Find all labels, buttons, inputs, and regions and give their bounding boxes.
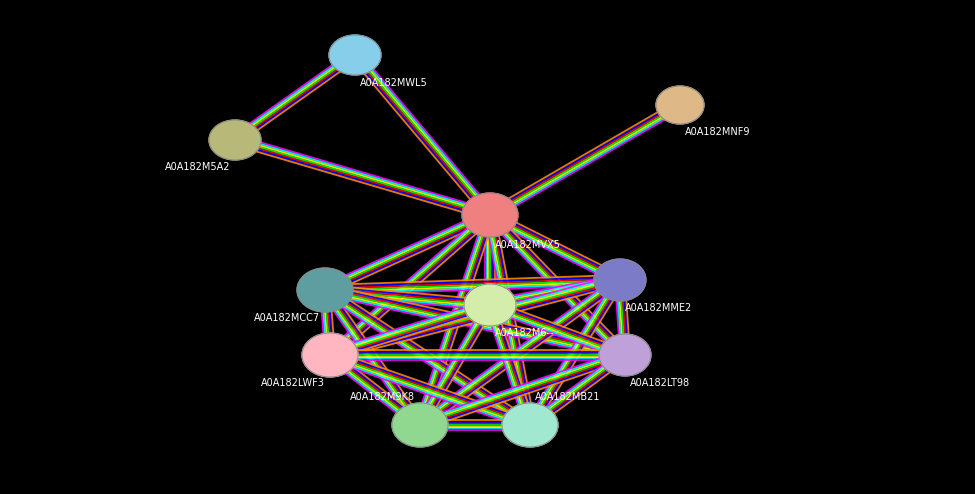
Ellipse shape: [502, 403, 558, 447]
Ellipse shape: [392, 403, 448, 447]
Ellipse shape: [594, 259, 646, 301]
Text: A0A182MB21: A0A182MB21: [535, 392, 601, 402]
Text: A0A182M9K8: A0A182M9K8: [350, 392, 415, 402]
Ellipse shape: [656, 86, 704, 124]
Text: A0A182LWF3: A0A182LWF3: [261, 378, 325, 388]
Ellipse shape: [329, 35, 381, 75]
Ellipse shape: [464, 284, 516, 326]
Ellipse shape: [302, 333, 358, 377]
Ellipse shape: [297, 268, 353, 312]
Ellipse shape: [599, 334, 651, 376]
Text: A0A182M6--: A0A182M6--: [495, 328, 555, 338]
Text: A0A182MWL5: A0A182MWL5: [360, 78, 428, 88]
Text: A0A182MME2: A0A182MME2: [625, 303, 692, 313]
Text: A0A182MVX5: A0A182MVX5: [495, 240, 561, 250]
Text: A0A182MNF9: A0A182MNF9: [685, 127, 751, 137]
Text: A0A182LT98: A0A182LT98: [630, 378, 690, 388]
Ellipse shape: [462, 193, 518, 237]
Text: A0A182MCC7: A0A182MCC7: [254, 313, 320, 323]
Text: A0A182M5A2: A0A182M5A2: [165, 162, 230, 172]
Ellipse shape: [209, 120, 261, 160]
